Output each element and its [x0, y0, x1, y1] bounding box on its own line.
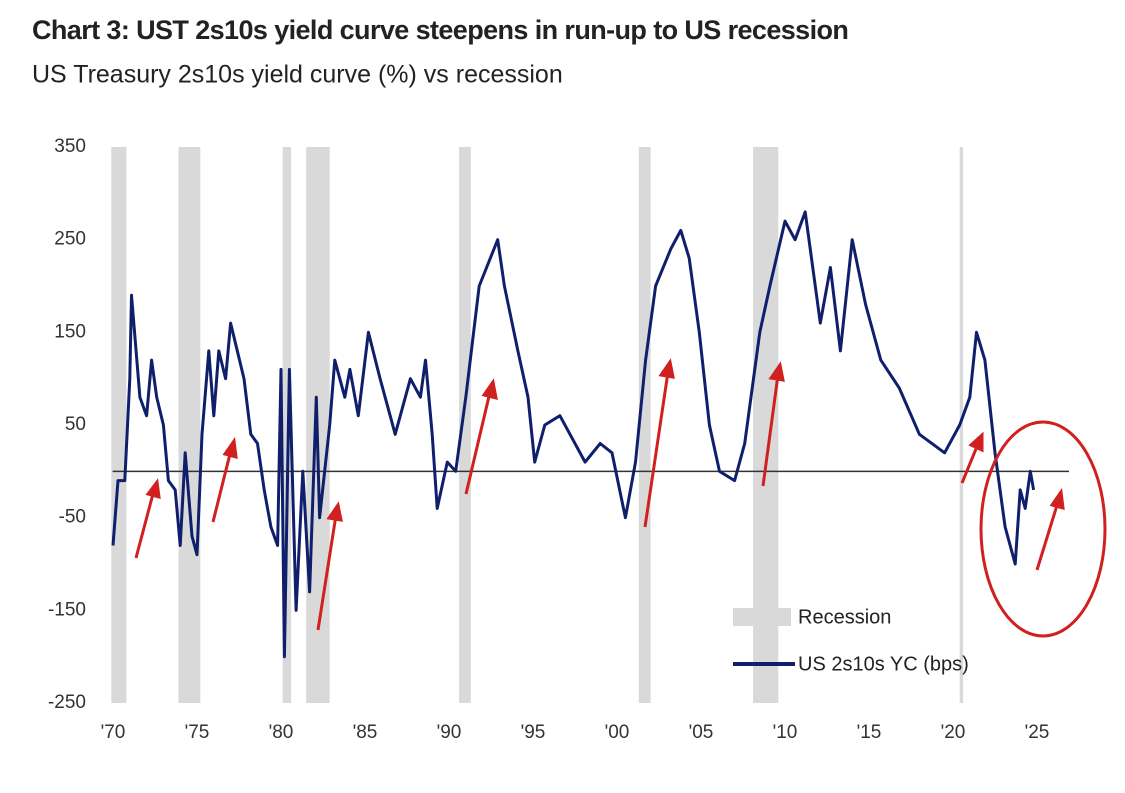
- annotations: [134, 358, 1107, 638]
- recession-band: [638, 147, 651, 703]
- x-tick-label: '70: [101, 722, 126, 743]
- chart-subtitle: US Treasury 2s10s yield curve (%) vs rec…: [32, 61, 563, 89]
- x-tick-label: '80: [269, 722, 294, 743]
- recession-band: [282, 147, 292, 703]
- arrow-head: [145, 478, 161, 500]
- x-tick-label: '25: [1025, 722, 1050, 743]
- arrow: [960, 443, 980, 484]
- arrow-head: [326, 501, 343, 522]
- recession-band: [178, 147, 201, 703]
- y-tick-label: 50: [65, 414, 86, 435]
- y-tick-label: -250: [48, 692, 86, 713]
- arrow-head: [481, 378, 498, 401]
- arrow: [643, 371, 670, 528]
- recession-band: [459, 147, 471, 703]
- arrow-head: [768, 361, 785, 382]
- arrow-head: [968, 431, 984, 453]
- y-tick-label: 150: [54, 321, 86, 342]
- legend-label: Recession: [798, 606, 891, 628]
- arrow: [761, 374, 780, 487]
- y-tick-label: -50: [59, 507, 86, 528]
- legend: Recession US 2s10s YC (bps): [733, 606, 969, 675]
- x-tick-label: '75: [185, 722, 210, 743]
- arrow-head: [658, 358, 675, 379]
- arrow: [211, 449, 233, 523]
- x-tick-label: '10: [773, 722, 798, 743]
- x-tick-label: '85: [353, 722, 378, 743]
- arrow: [1035, 501, 1060, 571]
- arrow: [316, 514, 338, 631]
- arrow: [464, 391, 492, 495]
- highlight-circle: [979, 420, 1107, 638]
- arrow: [134, 489, 156, 559]
- arrow-head: [1049, 487, 1065, 511]
- series-line: [111, 210, 1036, 659]
- x-tick-label: '20: [941, 722, 966, 743]
- y-tick-label: 250: [54, 229, 86, 250]
- x-tick-label: '15: [857, 722, 882, 743]
- legend-swatch: [733, 608, 791, 626]
- x-tick-label: '05: [689, 722, 714, 743]
- y-tick-label: 350: [54, 136, 86, 157]
- x-tick-label: '90: [437, 722, 462, 743]
- arrow-head: [222, 436, 238, 460]
- recession-band: [959, 147, 964, 703]
- recession-band: [111, 147, 127, 703]
- chart-title: Chart 3: UST 2s10s yield curve steepens …: [32, 15, 848, 45]
- legend-label: US 2s10s YC (bps): [798, 653, 969, 675]
- x-tick-label: '95: [521, 722, 546, 743]
- plot-area: 350 250 150 50 -50 -150 -250 '70 '75 '80 '85 '90 '95…: [48, 136, 1069, 743]
- x-tick-label: '00: [605, 722, 630, 743]
- y-tick-label: -150: [48, 599, 86, 620]
